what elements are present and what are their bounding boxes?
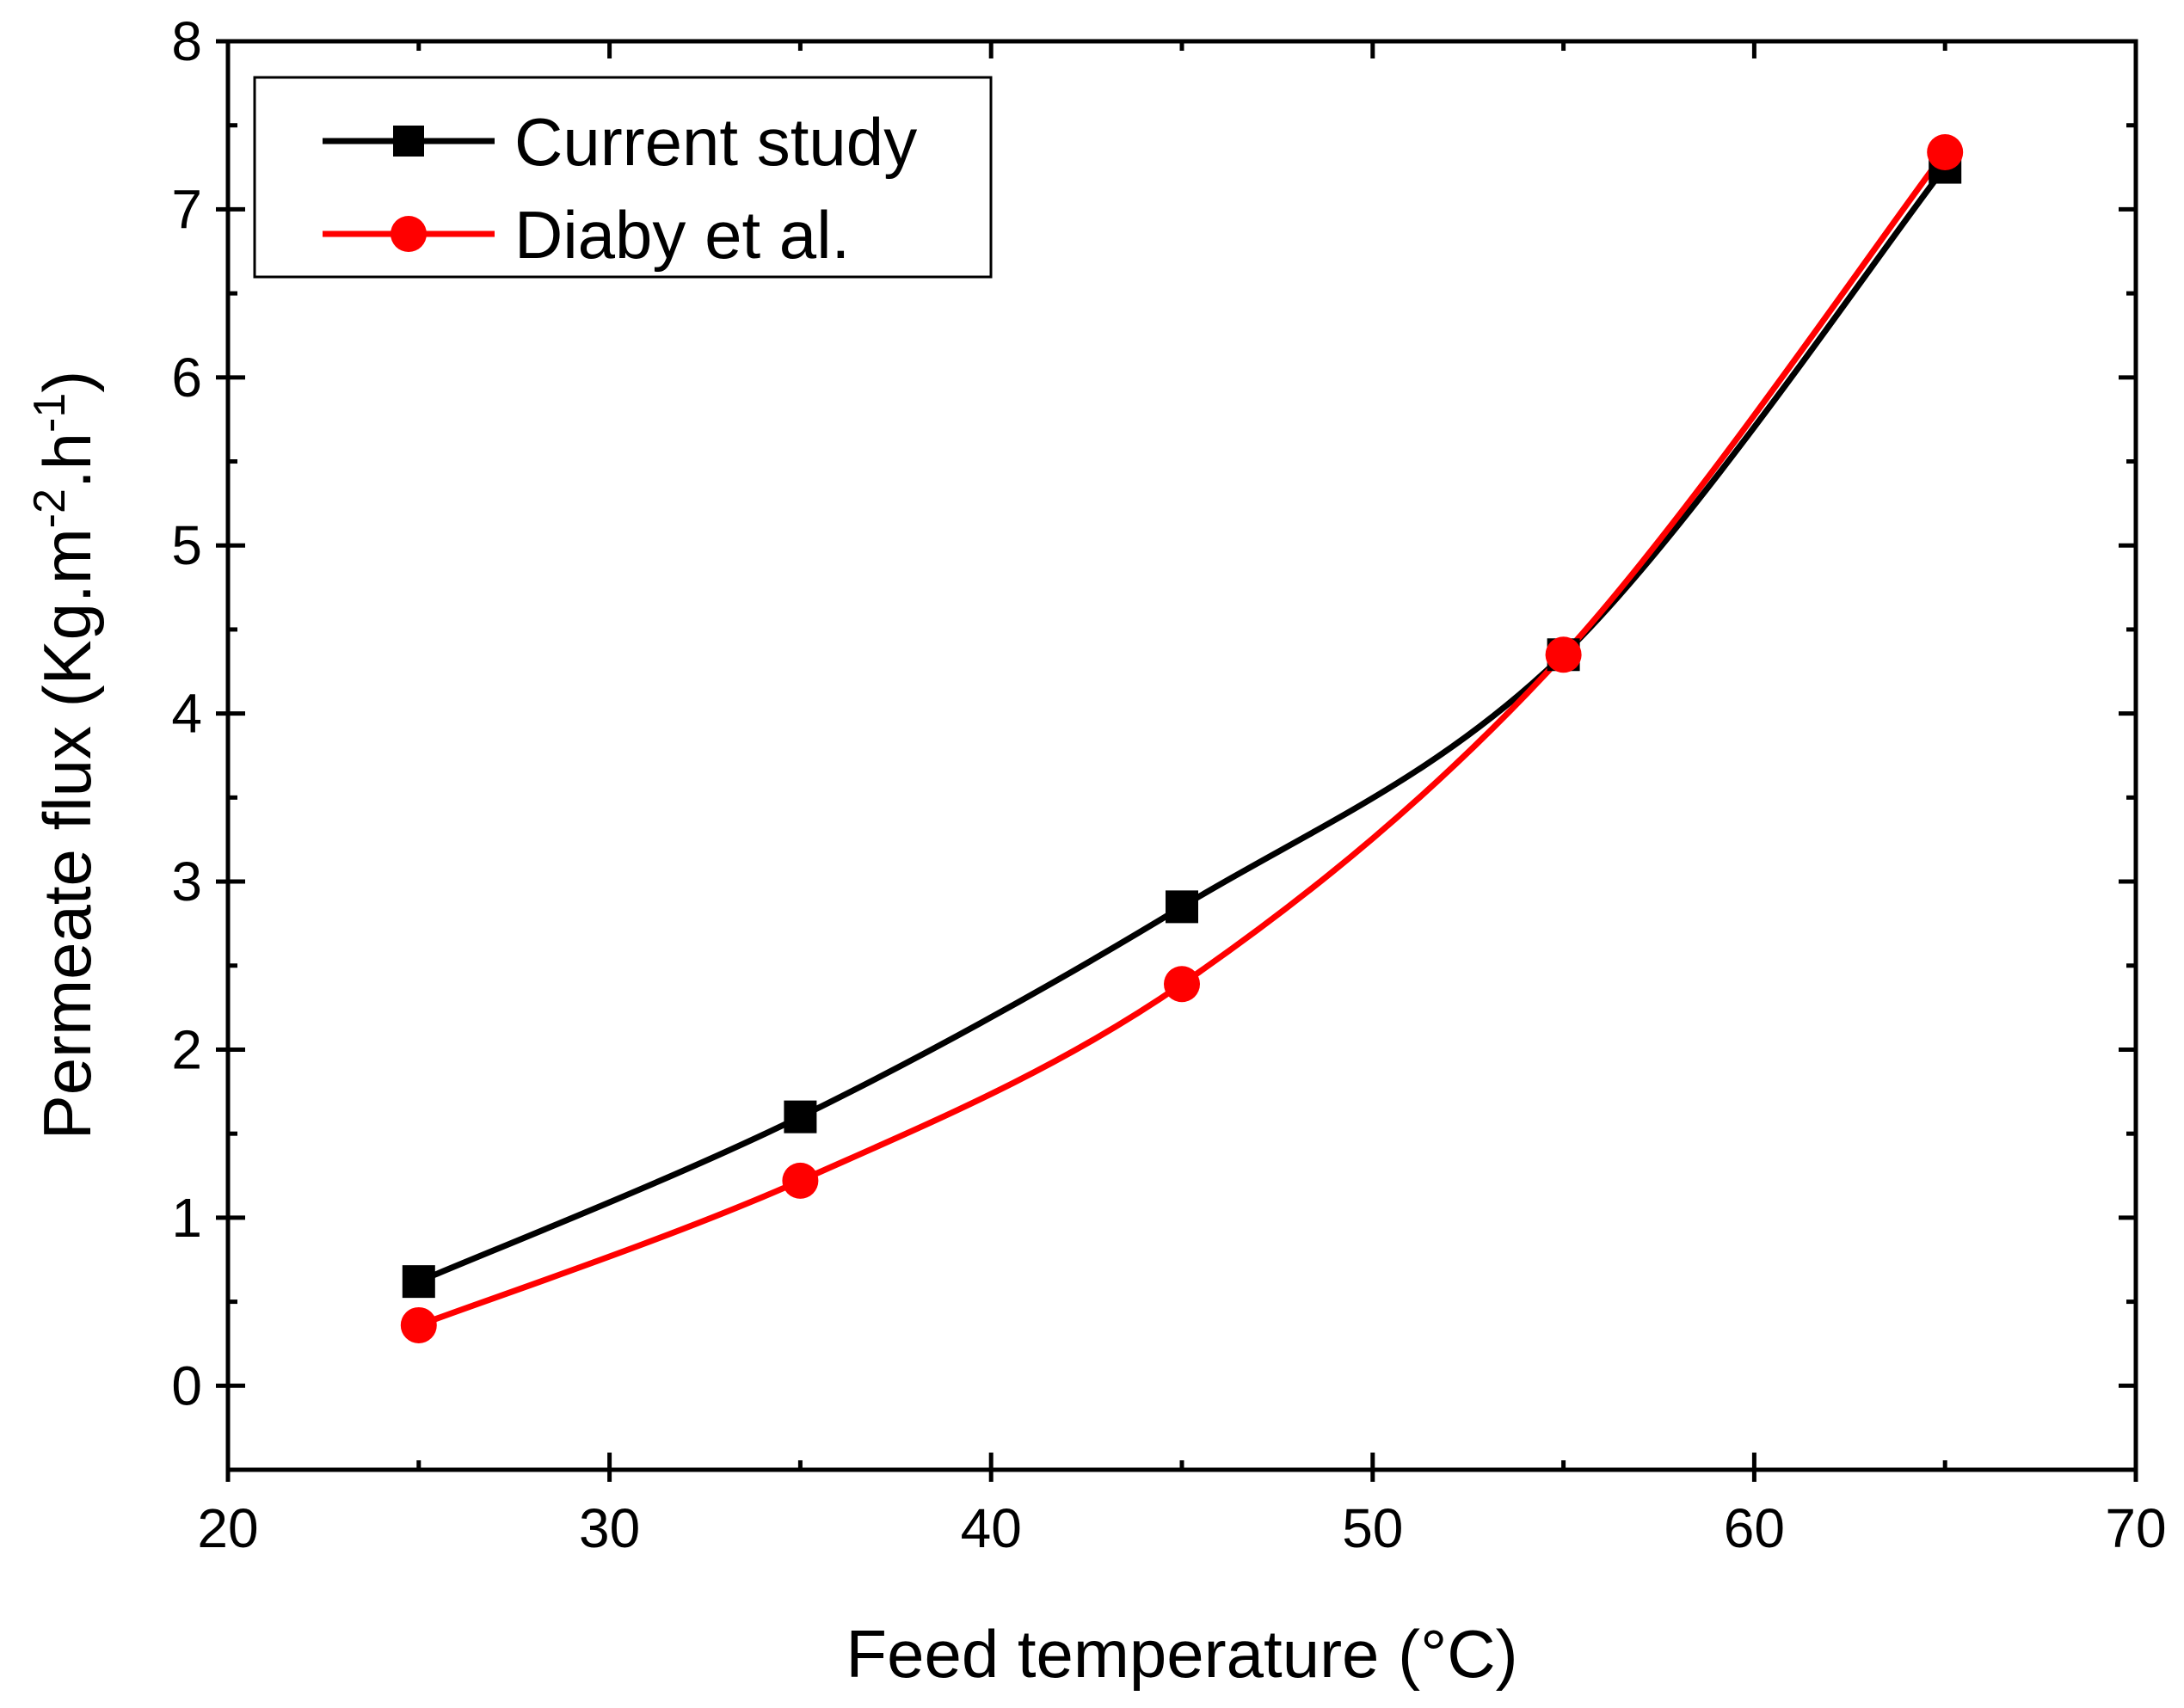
legend-marker-diaby <box>391 216 427 252</box>
x-tick-label: 50 <box>1342 1497 1403 1559</box>
legend: Current study Diaby et al. <box>253 76 993 279</box>
series-line-0 <box>417 165 1947 1285</box>
y-tick-labels: 0 1 2 3 4 5 6 7 8 <box>171 10 202 1416</box>
series-lines <box>417 150 1947 1329</box>
y-axis-title-sup2: -1 <box>25 393 75 433</box>
y-tick-label: 2 <box>171 1018 202 1080</box>
y-axis-title-mid: .h <box>29 433 105 488</box>
y-tick-label: 4 <box>171 683 202 745</box>
data-point-1 <box>400 1306 437 1343</box>
x-tick-label: 40 <box>961 1497 1022 1559</box>
legend-marker-current-study <box>393 126 424 157</box>
x-tick-labels: 20 30 40 50 60 70 <box>197 1497 2166 1559</box>
data-point-0 <box>784 1100 817 1134</box>
series-line-1 <box>417 150 1947 1329</box>
y-axis-title-main: Permeate flux (Kg.m <box>29 528 105 1140</box>
x-tick-label: 60 <box>1724 1497 1785 1559</box>
legend-label-current-study: Current study <box>514 104 917 180</box>
legend-box <box>253 76 993 279</box>
x-tick-label: 20 <box>197 1497 258 1559</box>
y-tick-label: 5 <box>171 514 202 576</box>
data-point-1 <box>1545 636 1582 673</box>
axis-ticks <box>216 39 2138 1482</box>
y-axis-title: Permeate flux (Kg.m-2.h-1) <box>25 371 105 1140</box>
y-axis-title-end: ) <box>29 371 105 393</box>
y-tick-label: 8 <box>171 10 202 72</box>
data-point-1 <box>1164 966 1200 1003</box>
y-tick-label: 6 <box>171 347 202 409</box>
y-tick-label: 1 <box>171 1187 202 1249</box>
data-point-0 <box>1166 890 1198 924</box>
y-tick-label: 3 <box>171 851 202 912</box>
x-tick-label: 30 <box>579 1497 640 1559</box>
plot-frame <box>225 39 2138 1472</box>
y-tick-label: 7 <box>171 178 202 240</box>
x-axis-title: Feed temperature (°C) <box>846 1616 1517 1692</box>
data-point-1 <box>1927 133 1964 170</box>
data-point-0 <box>402 1265 435 1299</box>
y-tick-label: 0 <box>171 1355 202 1416</box>
y-axis-title-sup1: -2 <box>25 488 75 528</box>
legend-label-diaby: Diaby et al. <box>514 197 850 273</box>
x-tick-label: 70 <box>2105 1497 2166 1559</box>
data-point-1 <box>782 1162 819 1199</box>
series-markers <box>400 133 1964 1343</box>
